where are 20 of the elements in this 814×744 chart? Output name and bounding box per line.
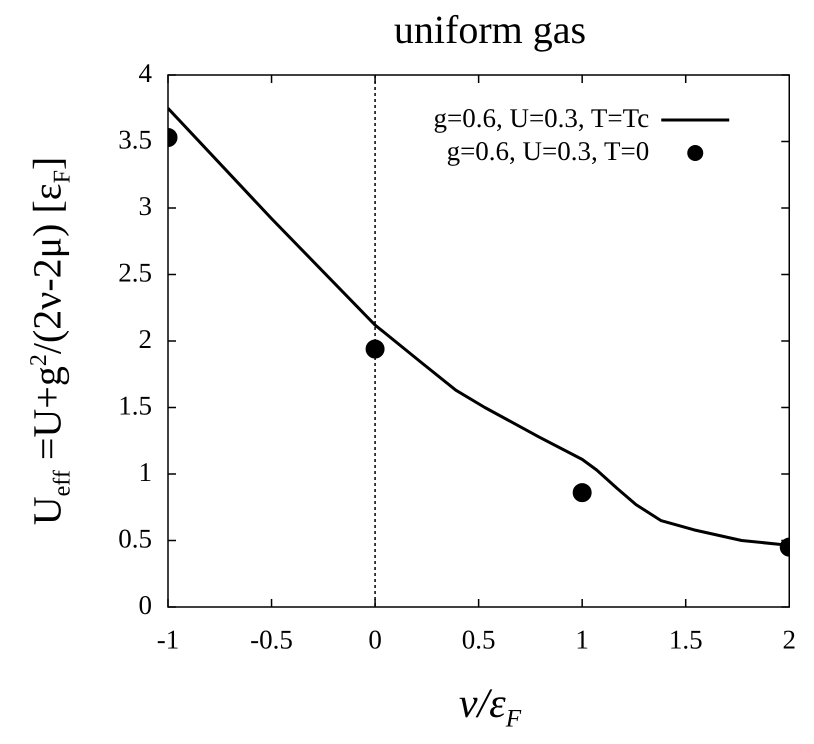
y-tick-label: 3 <box>138 191 152 222</box>
y-tick-label: 1 <box>138 457 152 488</box>
x-tick-label: 2 <box>782 624 796 654</box>
legend-label: g=0.6, U=0.3, T=0 <box>446 136 650 166</box>
legend-label: g=0.6, U=0.3, T=Tc <box>433 103 650 134</box>
y-tick-label: 0 <box>138 590 152 620</box>
y-tick-label: 2.5 <box>118 258 152 288</box>
x-tick-label: -1 <box>156 624 180 654</box>
y-tick-label: 0.5 <box>118 524 152 554</box>
chart-title: uniform gas <box>392 6 588 53</box>
y-tick-label: 3.5 <box>118 124 152 155</box>
x-tick-label: 0 <box>368 624 382 654</box>
y-tick-label: 4 <box>138 58 152 88</box>
x-tick-label: 0.5 <box>462 624 496 654</box>
x-tick-label: 1 <box>575 624 589 654</box>
y-tick-label: 1.5 <box>118 390 152 421</box>
x-axis-title: ν/ε$_{F}$ <box>458 680 522 734</box>
x-tick-label: -0.5 <box>250 624 293 654</box>
y-tick-label: 2 <box>138 324 152 354</box>
x-tick-label: 1.5 <box>668 624 703 654</box>
